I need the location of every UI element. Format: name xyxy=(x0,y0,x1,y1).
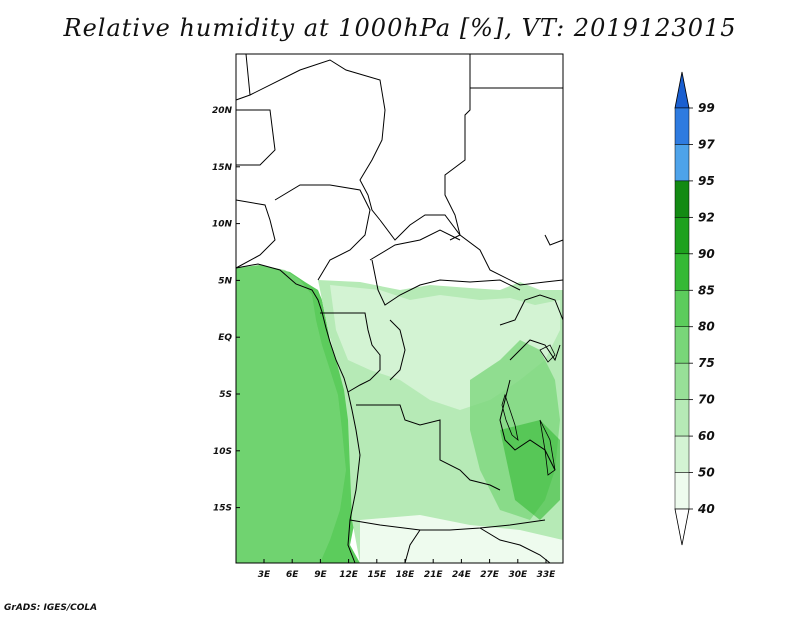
humidity-field-southeast xyxy=(500,420,560,520)
colorbar-segment xyxy=(674,107,690,145)
x-tick-label: 6E xyxy=(286,570,299,580)
y-tick-label: EQ xyxy=(218,333,232,343)
colorbar-label: 92 xyxy=(698,210,715,224)
footer-credit: GrADS: IGES/COLA xyxy=(4,603,98,613)
x-tick-label: 3E xyxy=(258,570,271,580)
colorbar-segment xyxy=(674,399,690,437)
colorbar-label: 70 xyxy=(698,393,715,407)
x-tick-label: 18E xyxy=(396,570,416,580)
y-tick-label: 15N xyxy=(212,163,233,173)
x-axis: 3E 6E 9E 12E 15E 18E 21E 24E 27E 30E 33E xyxy=(258,559,556,580)
colorbar-segment xyxy=(674,326,690,364)
colorbar-label: 90 xyxy=(698,247,715,261)
colorbar-label: 40 xyxy=(697,502,715,516)
x-tick-label: 21E xyxy=(424,570,444,580)
country-borders xyxy=(235,53,564,564)
y-tick-label: 15S xyxy=(213,504,232,514)
colorbar-segment xyxy=(674,290,690,327)
x-tick-label: 15E xyxy=(367,570,387,580)
colorbar-label: 75 xyxy=(698,356,715,370)
colorbar-label: 97 xyxy=(698,137,715,151)
colorbar-bottom-triangle xyxy=(674,508,690,546)
colorbar-segment xyxy=(674,144,690,182)
colorbar-top-triangle xyxy=(674,71,690,109)
colorbar-label: 80 xyxy=(698,320,715,334)
x-tick-label: 9E xyxy=(314,570,327,580)
y-tick-label: 20N xyxy=(212,106,233,116)
x-tick-label: 30E xyxy=(508,570,528,580)
x-tick-label: 24E xyxy=(452,570,472,580)
colorbar-label: 50 xyxy=(698,466,715,480)
colorbar-segment xyxy=(674,180,690,218)
y-tick-label: 10N xyxy=(212,220,233,230)
y-axis: 20N 15N 10N 5N EQ 5S 10S 15S xyxy=(212,106,240,514)
map-frame xyxy=(235,53,564,564)
colorbar-label: 85 xyxy=(698,283,715,297)
y-tick-label: 5N xyxy=(218,276,232,286)
colorbar: 99 97 95 92 90 85 80 75 70 60 50 40 xyxy=(674,71,715,546)
humidity-field-south-light xyxy=(360,515,563,563)
colorbar-segment xyxy=(674,472,690,510)
y-tick-label: 10S xyxy=(213,447,232,457)
y-tick-label: 5S xyxy=(219,390,232,400)
lakes xyxy=(501,344,556,476)
map-panel: 3E 6E 9E 12E 15E 18E 21E 24E 27E 30E 33E 20N 15N 10N… xyxy=(212,53,564,580)
colorbar-label: 60 xyxy=(698,429,715,443)
colorbar-label: 99 xyxy=(698,101,715,115)
colorbar-segment xyxy=(674,217,690,255)
colorbar-segment xyxy=(674,435,690,473)
x-tick-label: 12E xyxy=(339,570,359,580)
x-tick-label: 33E xyxy=(537,570,557,580)
humidity-field-coastal-light xyxy=(236,265,346,563)
x-tick-label: 27E xyxy=(480,570,500,580)
colorbar-segment xyxy=(674,362,690,400)
colorbar-label: 95 xyxy=(698,174,715,188)
map-title: Relative humidity at 1000hPa [%], VT: 20… xyxy=(63,14,737,42)
colorbar-segment xyxy=(674,253,690,291)
